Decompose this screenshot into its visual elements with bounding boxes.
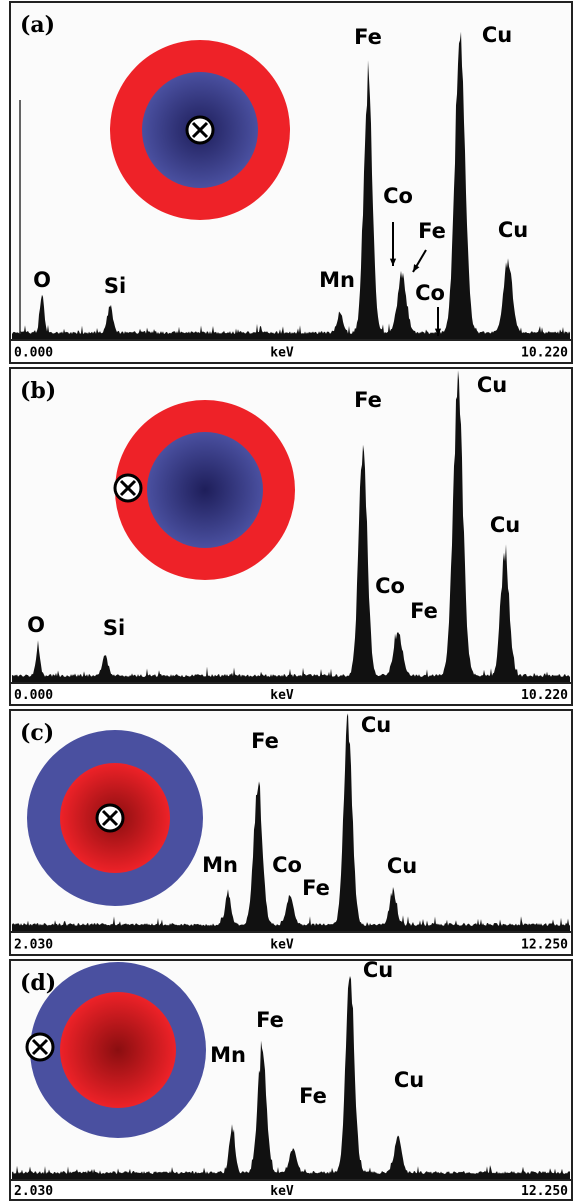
axis-end: 12.250 [521,1184,568,1199]
peak-label: Cu [387,854,417,878]
panel-label: (b) [20,378,56,404]
peak-label: Fe [256,1008,284,1032]
axis-unit: keV [270,938,294,953]
peak-label: Co [383,184,413,208]
peak-label: Fe [251,729,279,753]
axis-end: 10.220 [521,346,568,361]
panel-label: (d) [20,970,56,996]
peak-label: Cu [394,1068,424,1092]
axis-end: 10.220 [521,688,568,703]
axis-unit: keV [270,688,294,703]
peak-label: Fe [299,1084,327,1108]
inner-core [147,432,263,548]
peak-label: Mn [319,268,355,292]
peak-label: O [33,268,51,292]
peak-label: Fe [302,876,330,900]
peak-label: Cu [490,513,520,537]
axis-start: 2.030 [14,938,53,953]
axis-end: 12.250 [521,938,568,953]
axis-unit: keV [270,346,294,361]
peak-label: O [27,613,45,637]
panel-frame [10,368,572,705]
peak-label: Cu [482,23,512,47]
axis-unit: keV [270,1184,294,1199]
peak-label: Cu [477,373,507,397]
inner-core [60,992,176,1108]
axis-start: 0.000 [14,346,53,361]
axis-start: 2.030 [14,1184,53,1199]
peak-label: Mn [210,1043,246,1067]
peak-label: Fe [410,599,438,623]
panel-frame [10,2,572,363]
axis-start: 0.000 [14,688,53,703]
peak-label: Co [375,574,405,598]
peak-label: Co [415,281,445,305]
spectrum-panel: 2.030 keV 12.250 (d) Mn Fe Fe Cu Cu [10,958,572,1200]
panel-label: (c) [20,720,54,746]
peak-label: Cu [363,958,393,982]
figure: 0.000keV10.220(a)OSiMnFeCoFeCoCuCu0.000k… [0,0,575,1202]
peak-label: Fe [354,388,382,412]
peak-label: Si [103,616,125,640]
peak-label: Si [104,274,126,298]
panel-label: (a) [20,12,55,38]
peak-label: Mn [202,853,238,877]
peak-label: Fe [418,219,446,243]
peak-label: Fe [354,25,382,49]
peak-label: Cu [361,713,391,737]
peak-label: Co [272,853,302,877]
peak-label: Cu [498,218,528,242]
